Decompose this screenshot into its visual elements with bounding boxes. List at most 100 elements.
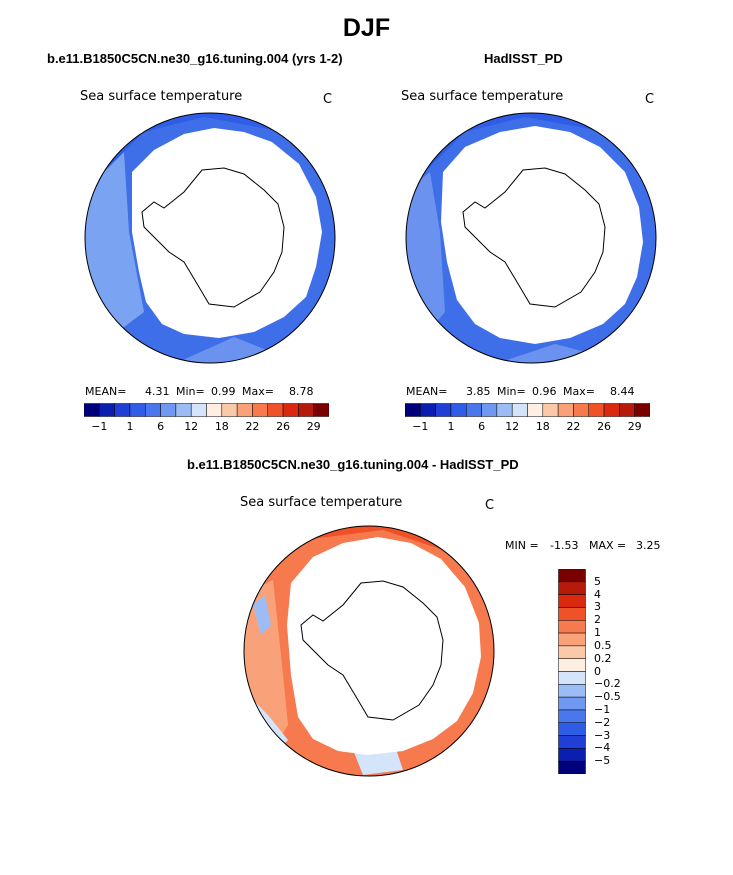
- page-title: DJF: [342, 14, 391, 42]
- diff-colorbar: [558, 569, 586, 774]
- colorbar-swatch: [558, 722, 586, 736]
- diff-positive-south: [244, 526, 494, 605]
- colorbar-swatch: [84, 403, 100, 417]
- colorbar-tick-label: 6: [157, 420, 165, 433]
- panel2-colorbar-ticks: −1 1 6 12 18 22 26 29: [405, 420, 650, 434]
- map-border: [243, 525, 495, 777]
- panel1-mean-value: 4.31: [145, 385, 170, 398]
- colorbar-swatch: [282, 403, 299, 417]
- colorbar-tick-label: −0.5: [594, 690, 621, 704]
- colorbar-swatch: [298, 403, 314, 417]
- colorbar-swatch: [558, 735, 586, 749]
- diff-units-label: C: [485, 498, 495, 513]
- colorbar-tick-label: 3: [594, 600, 601, 614]
- panel1-max-label: Max=: [242, 385, 274, 398]
- colorbar-swatch: [558, 632, 586, 647]
- colorbar-tick-label: 12: [184, 420, 199, 433]
- colorbar-tick-label: 29: [627, 420, 642, 433]
- colorbar-swatch: [527, 403, 544, 417]
- panel1-max-value: 8.78: [289, 385, 314, 398]
- colorbar-tick-label: −5: [594, 754, 611, 768]
- antarctica-coastline: [141, 167, 285, 308]
- panel1-units-label: C: [323, 92, 333, 107]
- colorbar-tick-label: −1: [91, 420, 108, 433]
- colorbar-tick-label: −0.2: [594, 677, 621, 691]
- colorbar-swatch: [435, 403, 452, 417]
- panel2-units-label: C: [645, 92, 655, 107]
- colorbar-swatch: [558, 671, 586, 685]
- antarctica-coastline: [462, 167, 606, 308]
- colorbar-swatch: [603, 403, 620, 417]
- panel2-min-value: 0.96: [532, 385, 557, 398]
- colorbar-swatch: [466, 403, 482, 417]
- colorbar-swatch: [542, 403, 559, 417]
- panel1-map: [84, 112, 336, 364]
- panel1-colorbar-ticks: −1 1 6 12 18 22 26 29: [84, 420, 329, 434]
- colorbar-tick-label: 26: [597, 420, 612, 433]
- colorbar-tick-label: 26: [276, 420, 291, 433]
- panel1-variable-label: Sea surface temperature: [80, 89, 243, 104]
- panel1-mean-label: MEAN=: [85, 385, 127, 398]
- diff-min-label: MIN =: [505, 539, 539, 552]
- diff-max-label: MAX =: [589, 539, 627, 552]
- colorbar-swatch: [573, 403, 589, 417]
- colorbar-swatch: [588, 403, 605, 417]
- colorbar-swatch: [558, 620, 586, 634]
- colorbar-swatch: [175, 403, 192, 417]
- colorbar-swatch: [558, 594, 586, 608]
- colorbar-swatch: [236, 403, 253, 417]
- colorbar-swatch: [481, 403, 498, 417]
- colorbar-tick-label: 29: [306, 420, 321, 433]
- colorbar-swatch: [558, 696, 586, 711]
- colorbar-swatch: [450, 403, 467, 417]
- colorbar-swatch: [558, 645, 586, 659]
- colorbar-swatch: [558, 748, 586, 762]
- panel2-mean-label: MEAN=: [406, 385, 448, 398]
- panel1-min-label: Min=: [176, 385, 205, 398]
- colorbar-swatch: [558, 658, 586, 672]
- panel2-variable-label: Sea surface temperature: [401, 89, 564, 104]
- panel2-min-label: Min=: [497, 385, 526, 398]
- colorbar-tick-label: −3: [594, 728, 611, 742]
- colorbar-swatch: [558, 607, 586, 621]
- colorbar-swatch: [558, 581, 586, 595]
- diff-variable-label: Sea surface temperature: [240, 495, 403, 510]
- colorbar-tick-label: 6: [478, 420, 486, 433]
- colorbar-tick-label: −1: [412, 420, 429, 433]
- colorbar-swatch: [313, 403, 329, 417]
- colorbar-swatch: [252, 403, 268, 417]
- colorbar-swatch: [558, 569, 586, 583]
- colorbar-tick-label: 22: [566, 420, 581, 433]
- colorbar-swatch: [634, 403, 650, 417]
- colorbar-swatch: [160, 403, 177, 417]
- colorbar-tick-label: 1: [126, 420, 134, 433]
- colorbar-swatch: [145, 403, 161, 417]
- colorbar-tick-label: 12: [505, 420, 520, 433]
- map-border: [405, 112, 657, 364]
- panel2-max-label: Max=: [563, 385, 595, 398]
- panel1-title: b.e11.B1850C5CN.ne30_g16.tuning.004 (yrs…: [47, 51, 343, 66]
- colorbar-tick-label: −1: [594, 702, 611, 716]
- colorbar-swatch: [558, 709, 586, 723]
- panel2-max-value: 8.44: [610, 385, 635, 398]
- colorbar-tick-label: 5: [594, 574, 601, 588]
- antarctica-coastline: [300, 580, 444, 721]
- diff-map: [243, 525, 495, 777]
- colorbar-swatch: [99, 403, 115, 417]
- colorbar-swatch: [129, 403, 146, 417]
- panel1-min-value: 0.99: [211, 385, 236, 398]
- panel1-colorbar: [84, 403, 329, 417]
- colorbar-swatch: [190, 403, 207, 417]
- colorbar-tick-label: 4: [594, 587, 601, 601]
- colorbar-swatch: [619, 403, 635, 417]
- panel2-map: [405, 112, 657, 364]
- colorbar-swatch: [405, 403, 421, 417]
- colorbar-swatch: [558, 684, 586, 698]
- colorbar-tick-label: 18: [214, 420, 229, 433]
- colorbar-swatch: [496, 403, 513, 417]
- colorbar-swatch: [420, 403, 436, 417]
- diff-panel-title: b.e11.B1850C5CN.ne30_g16.tuning.004 - Ha…: [187, 457, 519, 472]
- panel2-mean-value: 3.85: [466, 385, 491, 398]
- map-border: [84, 112, 336, 364]
- diff-max-value: 3.25: [636, 539, 661, 552]
